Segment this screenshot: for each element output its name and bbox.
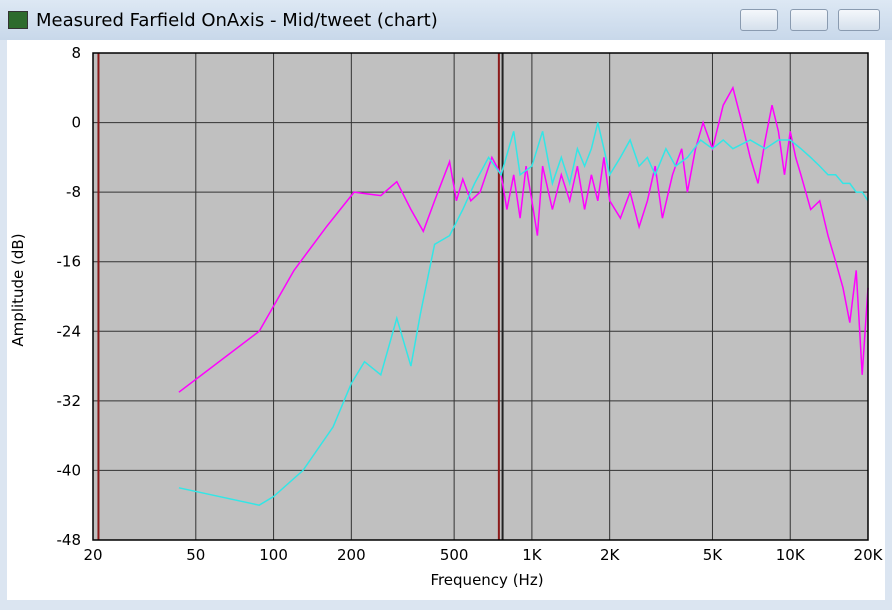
- x-tick-label: 2K: [600, 546, 621, 564]
- plot-area: [92, 52, 869, 541]
- y-tick-label: -48: [57, 531, 82, 549]
- y-tick-label: 8: [71, 44, 81, 62]
- window-title: Measured Farfield OnAxis - Mid/tweet (ch…: [36, 10, 438, 31]
- x-tick-label: 10K: [776, 546, 806, 564]
- series-line: [178, 122, 869, 506]
- y-tick-label: -40: [57, 461, 82, 479]
- series-line: [178, 85, 869, 393]
- minimize-button[interactable]: [740, 9, 778, 31]
- y-tick-label: -32: [57, 392, 82, 410]
- x-tick-label: 100: [259, 546, 288, 564]
- y-tick-label: -16: [57, 253, 82, 271]
- app-icon: [8, 11, 28, 29]
- x-tick-label: 5K: [703, 546, 724, 564]
- y-tick-label: -8: [66, 183, 81, 201]
- close-button[interactable]: [838, 9, 880, 31]
- x-tick-label: 1K: [522, 546, 543, 564]
- maximize-button[interactable]: [790, 9, 828, 31]
- x-axis-label: Frequency (Hz): [430, 571, 543, 589]
- title-bar: Measured Farfield OnAxis - Mid/tweet (ch…: [0, 0, 892, 40]
- x-tick-label: 20: [83, 546, 102, 564]
- y-tick-label: -24: [57, 322, 82, 340]
- plot-border: [92, 52, 869, 541]
- x-tick-label: 500: [440, 546, 469, 564]
- chart: Amplitude (dB) Frequency (Hz) -48 -40 -32 -…: [7, 40, 885, 600]
- y-tick-label: 0: [71, 114, 81, 132]
- x-tick-label: 200: [337, 546, 366, 564]
- y-axis-label: Amplitude (dB): [9, 233, 27, 346]
- x-tick-label: 20K: [854, 546, 884, 564]
- x-tick-label: 50: [186, 546, 205, 564]
